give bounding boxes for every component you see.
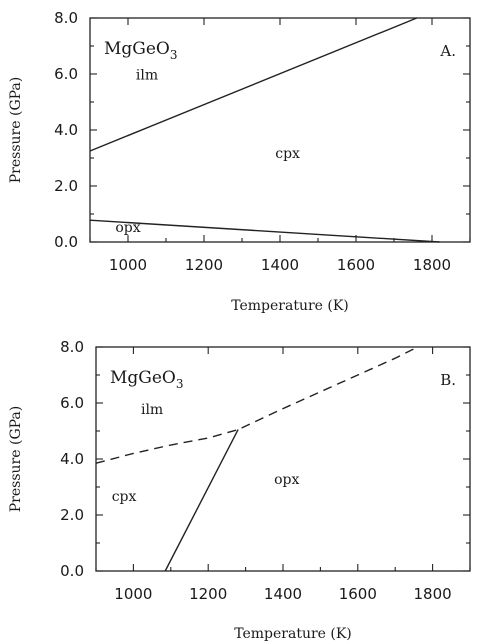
y-tick-label: 2.0 [54,177,78,195]
phase-boundary-solid [89,219,440,243]
y-tick-label: 6.0 [60,394,84,412]
region-label-cpx: cpx [112,489,137,505]
x-tick-label: 1200 [189,585,227,603]
y-tick-label: 4.0 [60,450,84,468]
region-label-opx: opx [115,220,140,236]
panel-b: 1000 1200 1400 1600 1800 0.0 2.0 4.0 6.0 8.0 Tempe… [8,338,471,642]
y-tick-label: 0.0 [54,233,78,251]
y-axis-title: Pressure (GPa) [8,77,24,183]
y-tick-label: 6.0 [54,65,78,83]
region-label-cpx: cpx [275,146,300,162]
x-tick-label: 1800 [414,585,452,603]
y-axis-title: Pressure (GPa) [8,406,24,512]
region-label-opx: opx [274,472,299,488]
x-tick-label: 1600 [337,256,375,274]
x-axis-title: Temperature (K) [234,626,352,642]
y-tick-label: 8.0 [60,338,84,356]
panel-a: 1000 1200 1400 1600 1800 0.0 2.0 4.0 6.0 8.0 Tempe… [8,9,471,314]
x-tick-label: 1000 [109,256,147,274]
compound-label: MgGeO3 [104,39,178,62]
y-tick-label: 8.0 [54,9,78,27]
compound-base: MgGeO [104,39,170,59]
x-tick-label: 1600 [339,585,377,603]
x-tick-label: 1800 [413,256,451,274]
compound-subscript: 3 [170,48,178,62]
x-tick-label: 1000 [114,585,152,603]
x-tick-label: 1400 [264,585,302,603]
compound-subscript: 3 [176,377,184,391]
x-axis-title: Temperature (K) [231,298,349,314]
x-tick-label: 1200 [185,256,223,274]
region-label-ilm: ilm [141,402,163,418]
phase-boundary-solid [164,429,239,572]
compound-base: MgGeO [110,368,176,388]
panel-label: A. [439,42,456,60]
panel-label: B. [440,371,456,389]
compound-label: MgGeO3 [110,368,184,391]
y-tick-label: 4.0 [54,121,78,139]
phase-boundary-dashed [95,346,418,464]
x-tick-label: 1400 [261,256,299,274]
region-label-ilm: ilm [136,68,158,84]
y-tick-label: 0.0 [60,562,84,580]
phase-boundary-solid [89,17,418,152]
y-tick-label: 2.0 [60,506,84,524]
